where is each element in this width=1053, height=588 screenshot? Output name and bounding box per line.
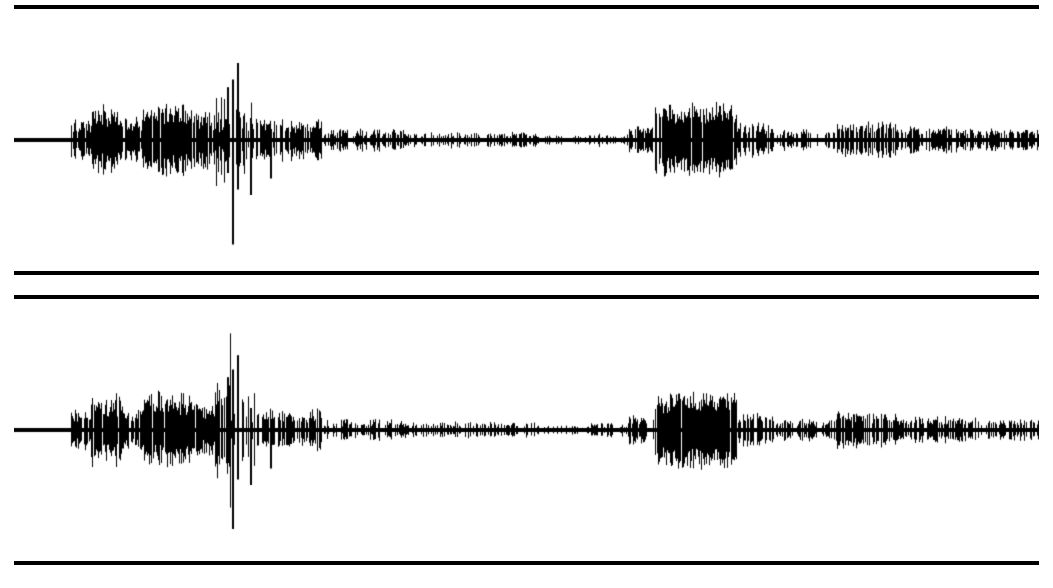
waveform-top [14, 5, 1039, 275]
waveform-panel-bottom [0, 295, 1053, 565]
waveform-panel-top [0, 5, 1053, 275]
panel-bottom-border [14, 271, 1039, 275]
waveform-bottom [14, 295, 1039, 565]
panel-bottom-border [14, 561, 1039, 565]
